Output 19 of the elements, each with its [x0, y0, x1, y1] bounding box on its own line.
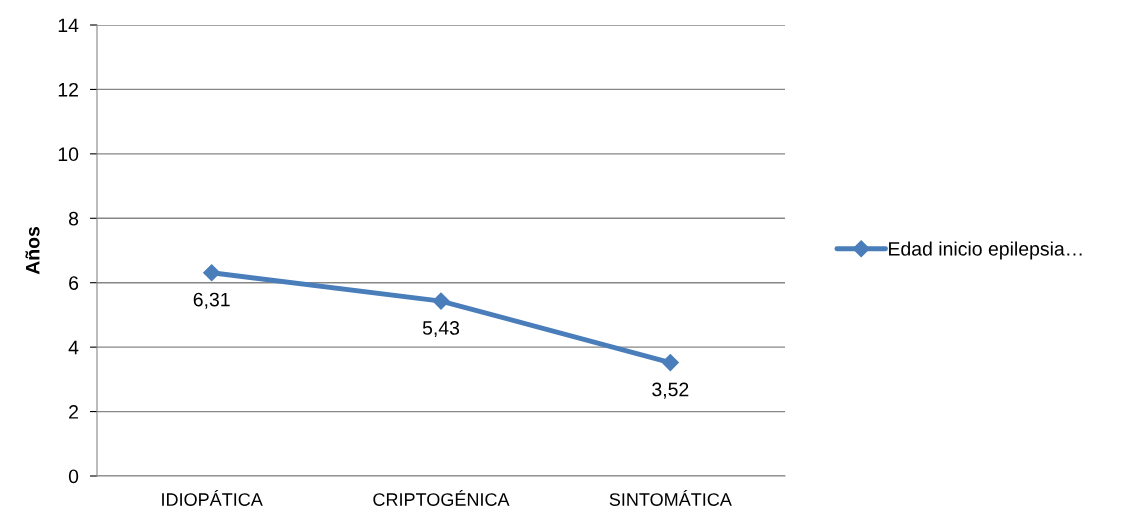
point — [432, 292, 450, 310]
y-tick-label: 4 — [68, 340, 79, 355]
legend-label: Edad inicio epilepsia… — [889, 241, 1082, 260]
point — [661, 354, 679, 372]
data-label: 5,43 — [422, 321, 460, 338]
data-label: 6,31 — [193, 292, 230, 309]
y-tick-label: 0 — [68, 469, 79, 484]
y-axis-title: Años — [25, 226, 40, 275]
point — [203, 264, 221, 282]
y-tick-label: 12 — [58, 82, 78, 97]
x-tick-label: CRIPTOGÉNICA — [373, 490, 510, 506]
y-tick-label: 6 — [69, 276, 79, 290]
y-tick-label: 8 — [68, 211, 79, 226]
x-tick-label: IDIOPÁTICA — [162, 490, 263, 506]
y-tick-label: 2 — [69, 405, 78, 419]
x-tick-label: SINTOMÁTICA — [609, 490, 732, 506]
y-tick-label: 10 — [58, 147, 79, 162]
y-tick-label: 14 — [58, 18, 79, 33]
data-label: 3,52 — [652, 382, 689, 399]
